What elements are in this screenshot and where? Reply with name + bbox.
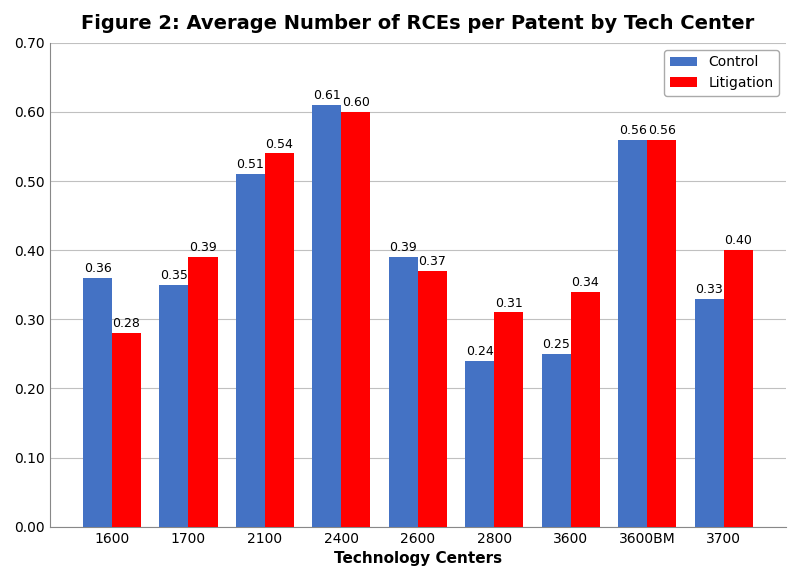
Bar: [542, 354, 570, 527]
Text: 0.56: 0.56: [648, 124, 675, 137]
Text: 0.60: 0.60: [342, 96, 370, 109]
Bar: [466, 361, 494, 527]
Bar: [694, 299, 723, 527]
Bar: [236, 174, 265, 527]
Text: 0.56: 0.56: [618, 124, 646, 137]
Text: 0.39: 0.39: [390, 241, 417, 254]
Bar: [723, 250, 753, 527]
Bar: [265, 153, 294, 527]
Text: 0.24: 0.24: [466, 345, 494, 358]
Text: 0.54: 0.54: [266, 137, 294, 151]
Text: 0.61: 0.61: [313, 89, 341, 102]
Text: 0.25: 0.25: [542, 338, 570, 351]
Legend: Control, Litigation: Control, Litigation: [664, 50, 779, 96]
Text: 0.39: 0.39: [189, 241, 217, 254]
Title: Figure 2: Average Number of RCEs per Patent by Tech Center: Figure 2: Average Number of RCEs per Pat…: [81, 14, 754, 33]
Text: 0.40: 0.40: [724, 234, 752, 248]
Bar: [647, 140, 676, 527]
Text: 0.35: 0.35: [160, 269, 188, 282]
Bar: [618, 140, 647, 527]
Bar: [389, 257, 418, 527]
Bar: [494, 313, 523, 527]
Bar: [312, 105, 342, 527]
Text: 0.37: 0.37: [418, 255, 446, 268]
X-axis label: Technology Centers: Technology Centers: [334, 551, 502, 566]
Text: 0.28: 0.28: [113, 317, 141, 331]
Text: 0.51: 0.51: [237, 158, 264, 171]
Text: 0.36: 0.36: [84, 262, 111, 275]
Bar: [418, 271, 447, 527]
Bar: [189, 257, 218, 527]
Bar: [112, 333, 141, 527]
Bar: [83, 278, 112, 527]
Bar: [570, 292, 600, 527]
Bar: [342, 112, 370, 527]
Text: 0.34: 0.34: [571, 276, 599, 289]
Bar: [159, 285, 189, 527]
Text: 0.31: 0.31: [495, 296, 522, 310]
Text: 0.33: 0.33: [695, 283, 723, 296]
